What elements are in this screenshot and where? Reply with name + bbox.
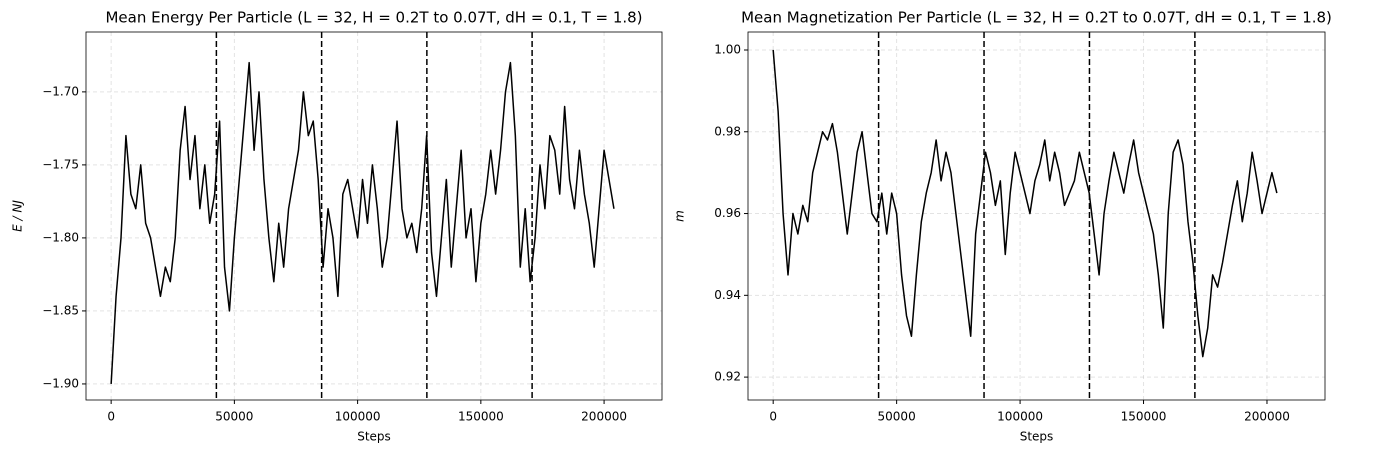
x-tick-label: 50000: [215, 410, 253, 424]
y-tick-label: −1.70: [42, 84, 79, 98]
y-axis-label: m: [673, 210, 687, 222]
x-axis-label: Steps: [357, 430, 391, 444]
plot-frame: [85, 31, 663, 401]
x-tick-label: 200000: [1244, 410, 1290, 424]
y-tick-label: 0.96: [714, 206, 741, 220]
y-tick-label: −1.90: [42, 376, 79, 390]
y-tick-label: 0.98: [714, 124, 741, 138]
x-tick-label: 150000: [458, 410, 504, 424]
chart-title: Mean Magnetization Per Particle (L = 32,…: [741, 9, 1332, 27]
x-axis-label: Steps: [1020, 430, 1054, 444]
plot-frame: [747, 31, 1326, 401]
chart-title: Mean Energy Per Particle (L = 32, H = 0.…: [105, 9, 642, 27]
data-line: [110, 61, 615, 384]
y-tick-label: 1.00: [714, 42, 741, 56]
y-axis-label: E / NJ: [11, 200, 25, 232]
y-tick-label: −1.80: [42, 230, 79, 244]
y-tick-label: −1.85: [42, 303, 79, 317]
x-tick-label: 0: [769, 410, 777, 424]
x-tick-label: 150000: [1121, 410, 1167, 424]
x-tick-label: 100000: [335, 410, 381, 424]
y-tick-label: 0.92: [714, 370, 741, 384]
x-tick-label: 100000: [997, 410, 1043, 424]
x-tick-label: 50000: [878, 410, 916, 424]
x-tick-label: 0: [107, 410, 115, 424]
data-line: [772, 49, 1278, 358]
y-tick-label: 0.94: [714, 288, 741, 302]
x-tick-label: 200000: [581, 410, 627, 424]
y-tick-label: −1.75: [42, 157, 79, 171]
